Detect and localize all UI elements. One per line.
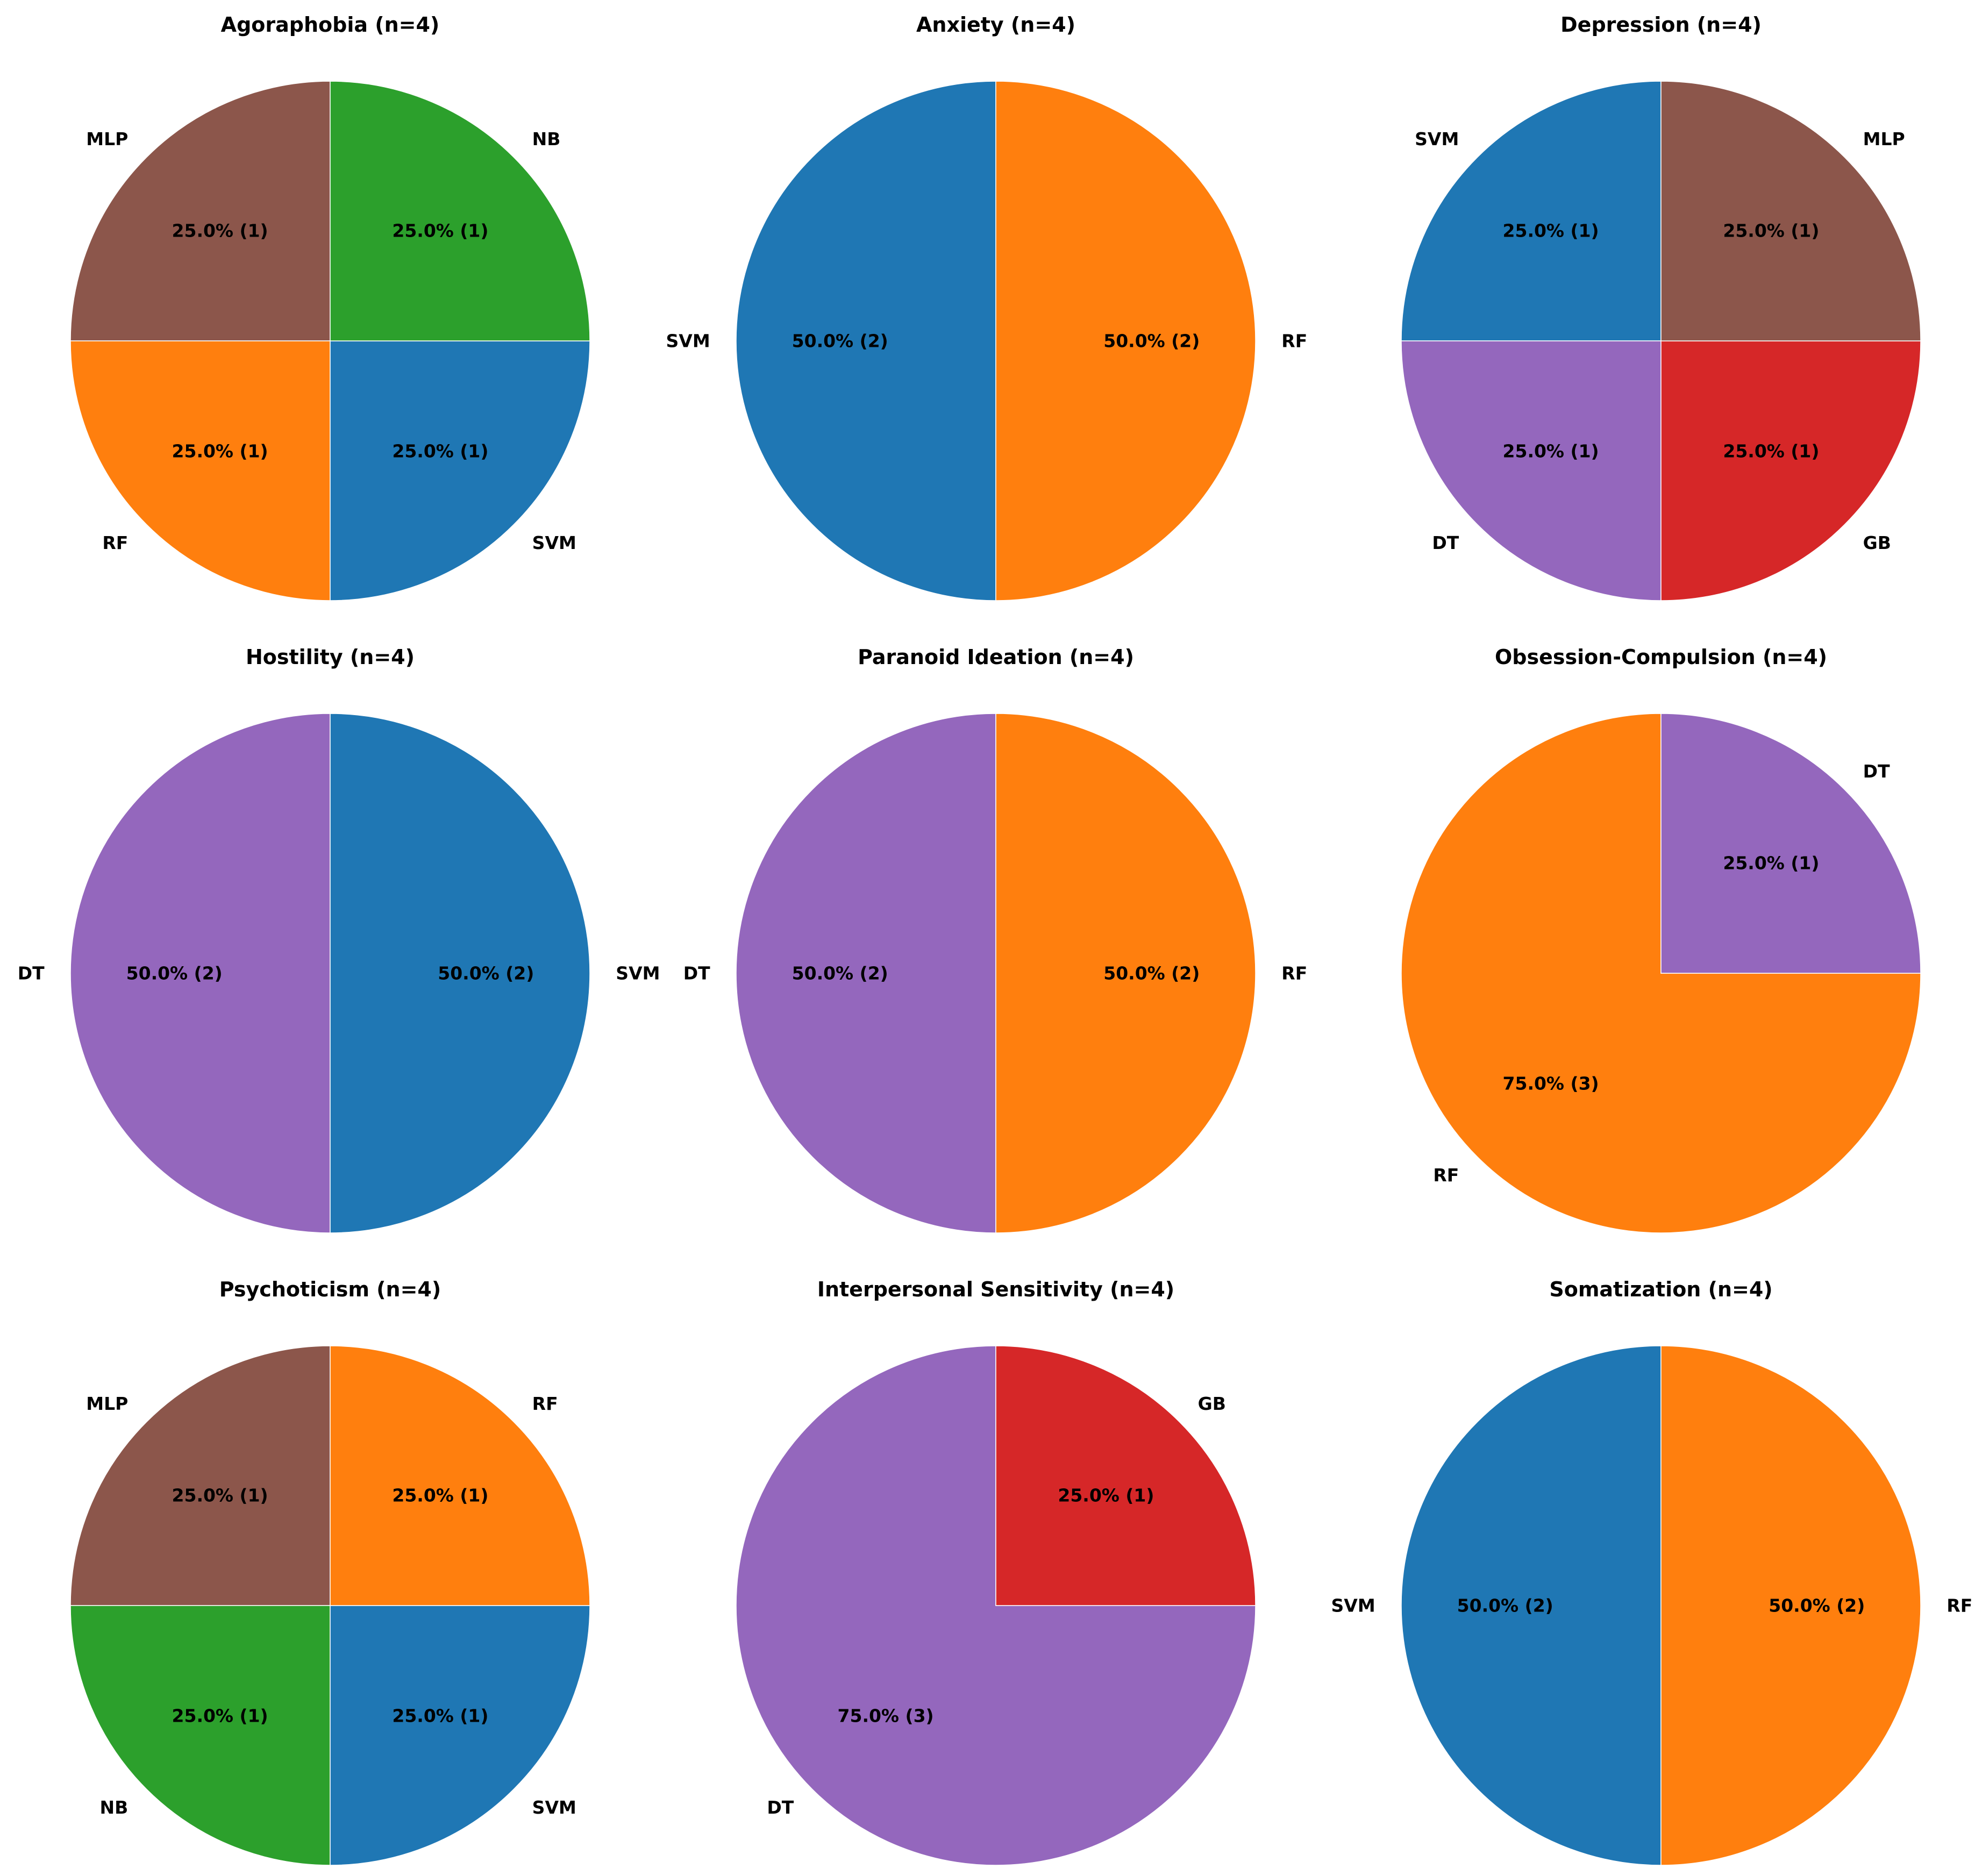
- slice-label-rf: RF: [1281, 963, 1307, 984]
- percent-label-rf: 25.0% (1): [392, 1485, 488, 1506]
- percent-label-rf: 50.0% (2): [1103, 331, 1200, 352]
- pie-slice-svm: [330, 1605, 590, 1866]
- slice-label-rf: RF: [532, 1393, 558, 1414]
- percent-label-svm: 25.0% (1): [392, 1705, 488, 1726]
- slice-label-dt: DT: [1863, 761, 1890, 782]
- pie-chart-psychoticism: Psychoticism (n=4) MLP 25.0% (1) NB 25.0% (1…: [70, 1278, 590, 1866]
- percent-label-mlp: 25.0% (1): [1723, 220, 1819, 241]
- slice-label-svm: SVM: [616, 963, 660, 984]
- slice-label-dt: DT: [683, 963, 710, 984]
- pie-slice-mlp: [1660, 81, 1921, 341]
- percent-label-svm: 50.0% (2): [1457, 1595, 1553, 1616]
- percent-label-svm: 25.0% (1): [1503, 220, 1599, 241]
- slice-label-rf: RF: [1947, 1595, 1972, 1616]
- slice-label-dt: DT: [767, 1797, 794, 1818]
- slice-label-rf: RF: [1281, 331, 1307, 352]
- percent-label-mlp: 25.0% (1): [172, 220, 268, 241]
- pie-slice-dt: [1401, 340, 1662, 601]
- pie-chart-paranoid-ideation: Paranoid Ideation (n=4) DT 50.0% (2) RF 50.0…: [683, 645, 1307, 1233]
- pie-slice-svm: [1401, 1345, 1662, 1866]
- slice-label-nb: NB: [532, 129, 561, 149]
- percent-label-svm: 50.0% (2): [792, 331, 888, 352]
- chart-title: Anxiety (n=4): [916, 13, 1075, 37]
- percent-label-dt: 50.0% (2): [792, 963, 888, 984]
- pie-slice-gb: [995, 1345, 1256, 1606]
- chart-title: Somatization (n=4): [1549, 1278, 1772, 1301]
- pie-slice-rf: [995, 713, 1256, 1233]
- percent-label-rf: 25.0% (1): [172, 440, 268, 461]
- slice-label-rf: RF: [1433, 1165, 1459, 1186]
- pie-slice-rf: [1660, 1345, 1921, 1866]
- pie-slice-dt: [70, 713, 331, 1233]
- slice-label-mlp: MLP: [1863, 129, 1905, 149]
- chart-title: Paranoid Ideation (n=4): [858, 645, 1134, 669]
- chart-title: Psychoticism (n=4): [219, 1278, 441, 1301]
- percent-label-dt: 50.0% (2): [126, 963, 223, 984]
- slice-label-mlp: MLP: [86, 129, 128, 149]
- pie-slice-rf: [70, 340, 331, 601]
- percent-label-rf: 75.0% (3): [1503, 1073, 1599, 1094]
- pie-chart-somatization: Somatization (n=4) SVM 50.0% (2) RF 50.0% (2…: [1331, 1278, 1972, 1866]
- percent-label-rf: 50.0% (2): [1103, 963, 1200, 984]
- pie-chart-hostility: Hostility (n=4) DT 50.0% (2) SVM 50.0% (2): [18, 645, 660, 1233]
- pie-slice-dt: [736, 713, 996, 1233]
- percent-label-gb: 25.0% (1): [1058, 1485, 1154, 1506]
- slice-label-svm: SVM: [532, 1797, 576, 1818]
- slice-label-dt: DT: [1432, 532, 1459, 553]
- pie-slice-rf: [995, 81, 1256, 601]
- chart-title: Agoraphobia (n=4): [221, 13, 440, 37]
- pie-slice-mlp: [70, 1345, 331, 1606]
- pie-chart-anxiety: Anxiety (n=4) SVM 50.0% (2) RF 50.0% (2): [666, 13, 1307, 601]
- chart-title: Depression (n=4): [1560, 13, 1762, 37]
- chart-title: Obsession-Compulsion (n=4): [1495, 645, 1827, 669]
- percent-label-svm: 50.0% (2): [438, 963, 534, 984]
- slice-label-svm: SVM: [666, 331, 710, 352]
- pie-slice-rf: [1401, 713, 1921, 1233]
- pie-slice-mlp: [70, 81, 331, 341]
- pie-slice-nb: [70, 1605, 331, 1866]
- percent-label-nb: 25.0% (1): [392, 220, 488, 241]
- percent-label-svm: 25.0% (1): [392, 440, 488, 461]
- pie-chart-interpersonal-sensitivity: Interpersonal Sensitivity (n=4) DT 75.0% (…: [736, 1278, 1256, 1866]
- pie-slice-nb: [330, 81, 590, 341]
- pie-slice-dt: [736, 1345, 1256, 1866]
- slice-label-svm: SVM: [532, 532, 576, 553]
- pie-slice-gb: [1660, 340, 1921, 601]
- percent-label-rf: 50.0% (2): [1769, 1595, 1865, 1616]
- percent-label-gb: 25.0% (1): [1723, 440, 1819, 461]
- slice-label-svm: SVM: [1415, 129, 1459, 149]
- chart-title: Interpersonal Sensitivity (n=4): [817, 1278, 1174, 1301]
- percent-label-dt: 25.0% (1): [1503, 440, 1599, 461]
- slice-label-nb: NB: [100, 1797, 129, 1818]
- percent-label-mlp: 25.0% (1): [172, 1485, 268, 1506]
- pie-slice-dt: [1660, 713, 1921, 974]
- pie-chart-obsession-compulsion: Obsession-Compulsion (n=4) RF 75.0% (3) DT 2…: [1401, 645, 1921, 1233]
- pie-chart-agoraphobia: Agoraphobia (n=4) MLP 25.0% (1) RF 25.0% (1)…: [70, 13, 590, 601]
- percent-label-nb: 25.0% (1): [172, 1705, 268, 1726]
- slice-label-svm: SVM: [1331, 1595, 1375, 1616]
- percent-label-dt: 25.0% (1): [1723, 853, 1819, 874]
- chart-title: Hostility (n=4): [246, 645, 415, 669]
- slice-label-gb: GB: [1863, 532, 1891, 553]
- pie-slice-rf: [330, 1345, 590, 1606]
- pie-slice-svm: [736, 81, 996, 601]
- pie-slice-svm: [330, 340, 590, 601]
- pie-slice-svm: [1401, 81, 1662, 341]
- slice-label-rf: RF: [102, 532, 128, 553]
- slice-label-mlp: MLP: [86, 1393, 128, 1414]
- percent-label-dt: 75.0% (3): [838, 1705, 934, 1726]
- pie-chart-depression: Depression (n=4) SVM 25.0% (1) DT 25.0% (1) G…: [1401, 13, 1921, 601]
- pie-slice-svm: [330, 713, 590, 1233]
- slice-label-dt: DT: [18, 963, 45, 984]
- slice-label-gb: GB: [1198, 1393, 1226, 1414]
